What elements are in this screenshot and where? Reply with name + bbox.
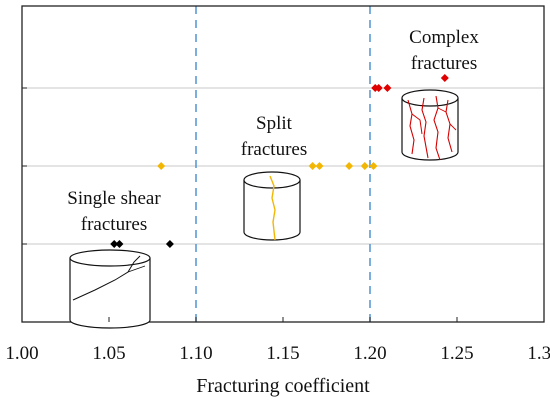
data-point-s1-p2 [315,162,324,170]
annotation-split-line1: Split [256,113,293,134]
data-point-s2-p1 [374,84,383,92]
x-tick-label-0: 1.00 [5,343,38,364]
x-tick-label-3: 1.15 [266,343,299,364]
x-tick-label-1: 1.05 [92,343,125,364]
x-tick-label-2: 1.10 [179,343,212,364]
x-axis-title: Fracturing coefficient [196,375,370,397]
data-point-s0-p1 [115,240,124,248]
data-point-s1-p4 [360,162,369,170]
complex-specimen-icon [401,89,459,161]
single-shear-specimen-icon [69,249,151,329]
x-tick-label-5: 1.25 [440,343,473,364]
threshold-lines [195,6,371,322]
split-specimen-icon [243,171,301,241]
data-point-s3-p0 [440,74,449,82]
data-point-s2-p2 [383,84,392,92]
annotation-single-shear-line1: Single shear [67,188,161,209]
data-point-s1-p1 [308,162,317,170]
annotation-complex-line2: fractures [411,53,477,74]
x-tick-label-6: 1.30 [527,343,550,364]
annotation-single-shear-line2: fractures [81,214,147,235]
annotation-complex-line1: Complex [409,27,479,48]
data-point-s0-p2 [165,240,174,248]
data-points [110,74,449,248]
data-point-s1-p5 [369,162,378,170]
data-point-s1-p3 [345,162,354,170]
data-point-s0-p0 [110,240,119,248]
data-point-s1-p0 [157,162,166,170]
gridlines [22,87,544,245]
x-tick-label-4: 1.20 [353,343,386,364]
annotation-split-line2: fractures [241,139,307,160]
x-axis-ticks: 1.00 1.05 1.10 1.15 1.20 1.25 1.30 [5,87,550,364]
